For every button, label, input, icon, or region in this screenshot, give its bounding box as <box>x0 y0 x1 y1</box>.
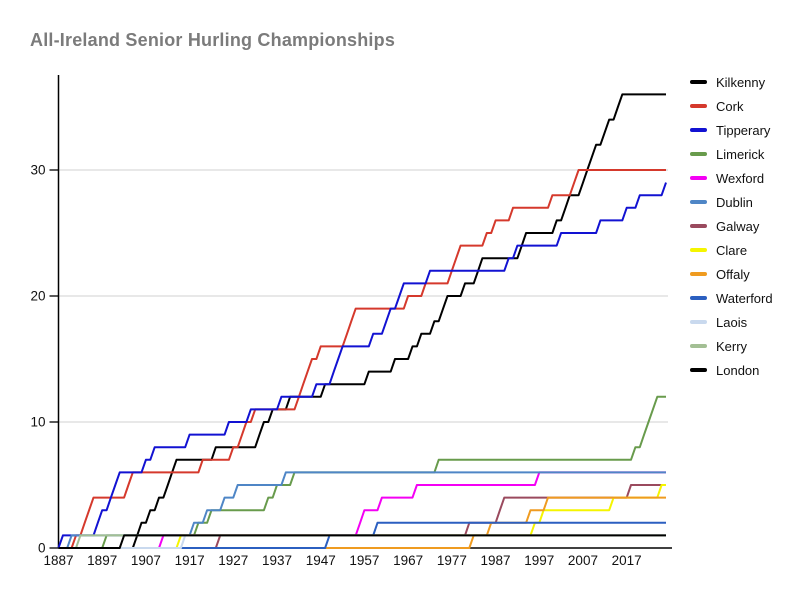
legend-label: Waterford <box>716 290 773 306</box>
series-line-london <box>58 534 666 549</box>
legend-label: Clare <box>716 242 748 258</box>
series-line-clare <box>58 484 666 549</box>
legend-swatch-dublin <box>690 200 707 204</box>
legend-swatch-limerick <box>690 152 707 156</box>
legend-label: London <box>716 362 760 378</box>
legend-swatch-london <box>690 368 707 372</box>
legend-swatch-kerry <box>690 344 707 348</box>
legend-item-waterford: Waterford <box>690 286 773 310</box>
y-tick-label-0: 0 <box>38 541 46 556</box>
series-line-kilkenny <box>58 93 666 549</box>
legend-item-dublin: Dublin <box>690 190 773 214</box>
chart-legend: Kilkenny Cork Tipperary Limerick Wexford Dubl… <box>690 70 773 382</box>
legend-label: Dublin <box>716 194 753 210</box>
legend-label: Kilkenny <box>716 74 766 90</box>
legend-swatch-kilkenny <box>690 80 707 84</box>
legend-swatch-waterford <box>690 296 707 300</box>
x-tick-label-1947: 1947 <box>306 553 336 568</box>
x-tick-label-2007: 2007 <box>568 553 598 568</box>
x-tick-label-2017: 2017 <box>612 553 642 568</box>
legend-item-tipperary: Tipperary <box>690 118 773 142</box>
chart-title: All-Ireland Senior Hurling Championships <box>30 30 396 50</box>
legend-label: Laois <box>716 314 748 330</box>
x-tick-label-1987: 1987 <box>481 553 511 568</box>
legend-label: Offaly <box>716 266 750 282</box>
y-tick-label-30: 30 <box>30 163 45 178</box>
y-tick-label-20: 20 <box>30 289 45 304</box>
x-tick-label-1917: 1917 <box>175 553 205 568</box>
series-line-limerick <box>58 395 666 549</box>
legend-swatch-laois <box>690 320 707 324</box>
series-line-kerry <box>58 534 666 549</box>
series-line-tipperary <box>57 182 667 549</box>
legend-swatch-cork <box>690 104 707 108</box>
x-tick-label-1967: 1967 <box>393 553 423 568</box>
legend-swatch-wexford <box>690 176 707 180</box>
legend-item-london: London <box>690 358 773 382</box>
legend-item-wexford: Wexford <box>690 166 773 190</box>
legend-swatch-tipperary <box>690 128 707 132</box>
legend-item-cork: Cork <box>690 94 773 118</box>
y-tick-label-10: 10 <box>30 415 45 430</box>
legend-item-kerry: Kerry <box>690 334 773 358</box>
legend-swatch-clare <box>690 248 707 252</box>
legend-label: Galway <box>716 218 760 234</box>
x-tick-label-1897: 1897 <box>87 553 117 568</box>
x-tick-label-1957: 1957 <box>349 553 379 568</box>
x-tick-label-1907: 1907 <box>131 553 161 568</box>
legend-item-clare: Clare <box>690 238 773 262</box>
x-tick-label-1937: 1937 <box>262 553 292 568</box>
x-tick-label-1887: 1887 <box>43 553 73 568</box>
legend-item-galway: Galway <box>690 214 773 238</box>
legend-item-limerick: Limerick <box>690 142 773 166</box>
legend-label: Limerick <box>716 146 765 162</box>
legend-item-offaly: Offaly <box>690 262 773 286</box>
legend-swatch-offaly <box>690 272 707 276</box>
legend-swatch-galway <box>690 224 707 228</box>
legend-item-kilkenny: Kilkenny <box>690 70 773 94</box>
x-tick-label-1927: 1927 <box>218 553 248 568</box>
legend-label: Tipperary <box>716 122 771 138</box>
series-line-laois <box>58 534 666 549</box>
x-tick-label-1977: 1977 <box>437 553 467 568</box>
series-line-cork <box>58 169 666 549</box>
x-tick-label-1997: 1997 <box>524 553 554 568</box>
legend-label: Kerry <box>716 338 748 354</box>
legend-item-laois: Laois <box>690 310 773 334</box>
legend-label: Wexford <box>716 170 765 186</box>
legend-label: Cork <box>716 98 744 114</box>
